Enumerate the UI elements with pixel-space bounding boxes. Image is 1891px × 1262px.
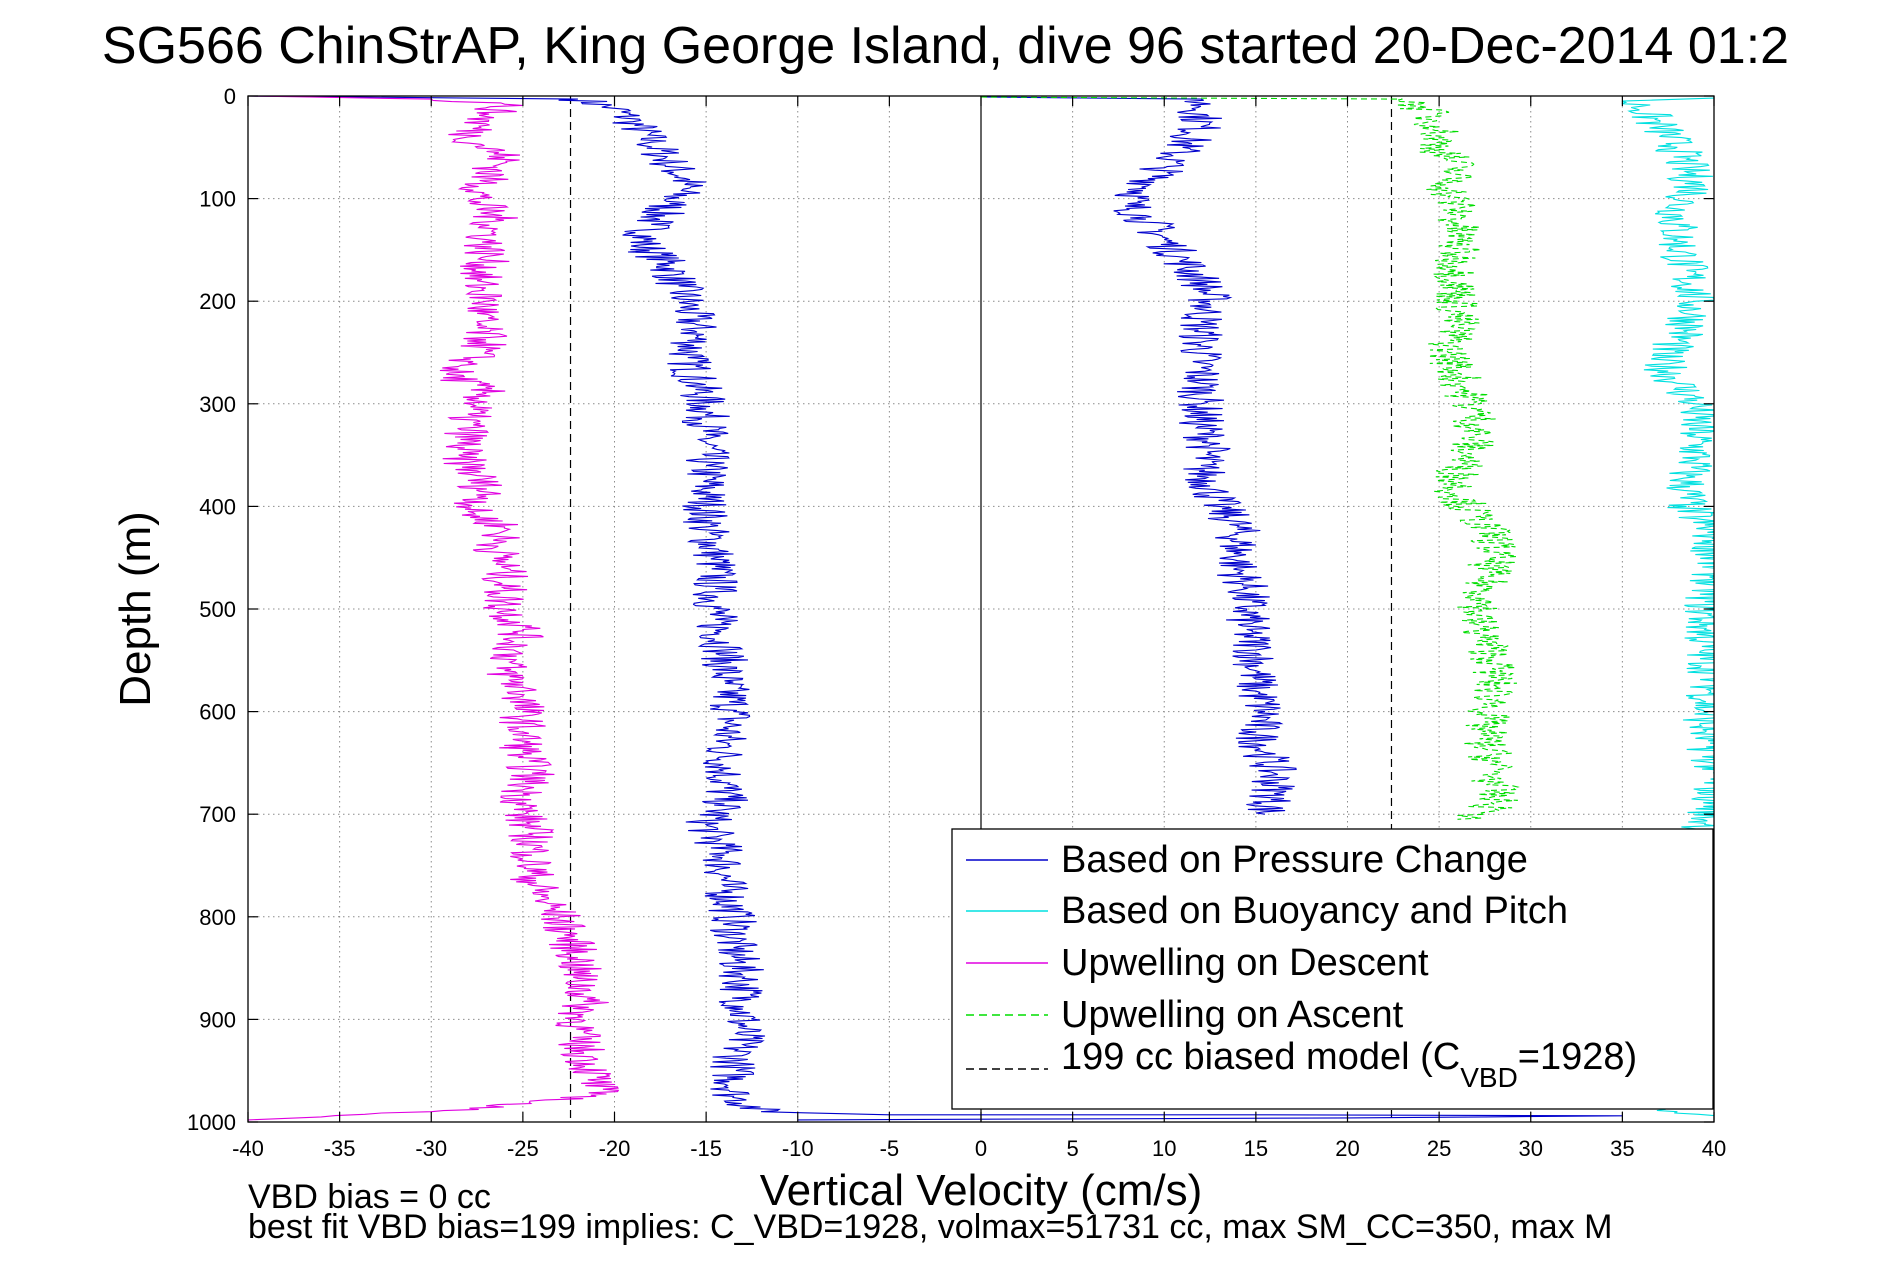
x-tick-label: -40 xyxy=(232,1136,264,1161)
legend-label-descent: Upwelling on Descent xyxy=(1061,942,1429,984)
y-tick-label: 600 xyxy=(199,700,236,725)
y-tick-label: 700 xyxy=(199,802,236,827)
y-tick-label: 100 xyxy=(199,187,236,212)
x-tick-label: 25 xyxy=(1427,1136,1451,1161)
y-tick-label: 200 xyxy=(199,289,236,314)
y-tick-label: 1000 xyxy=(187,1110,236,1135)
y-tick-label: 800 xyxy=(199,905,236,930)
tick-layer: -40 -35 -30 -25 -20 -15 -10 -5 0 5 10 15 20 25 30 35 400… xyxy=(187,84,1726,1161)
legend-label-model: 199 cc biased model (CVBD=1928) xyxy=(1061,1036,1637,1093)
x-tick-label: 40 xyxy=(1702,1136,1726,1161)
y-tick-label: 0 xyxy=(224,84,236,109)
legend-box xyxy=(951,828,1714,1110)
series-layer xyxy=(248,96,1714,1121)
x-tick-label: -20 xyxy=(599,1136,631,1161)
x-tick-label: 20 xyxy=(1335,1136,1359,1161)
y-tick-label: 500 xyxy=(199,597,236,622)
y-tick-label: 900 xyxy=(199,1007,236,1032)
annotation-best-fit: best fit VBD bias=199 implies: C_VBD=192… xyxy=(248,1208,1612,1246)
x-tick-label: 30 xyxy=(1519,1136,1543,1161)
y-tick-label: 400 xyxy=(199,494,236,519)
x-axis-label: Vertical Velocity (cm/s) xyxy=(760,1166,1203,1215)
y-axis-label: Depth (m) xyxy=(111,511,160,707)
series-line-0 xyxy=(248,96,1623,1121)
legend-label-ascent: Upwelling on Ascent xyxy=(1061,994,1404,1036)
x-tick-label: -25 xyxy=(507,1136,539,1161)
legend: Based on Pressure Change Based on Buoyan… xyxy=(951,828,1714,1110)
x-tick-label: 0 xyxy=(975,1136,987,1161)
x-tick-label: 10 xyxy=(1152,1136,1176,1161)
x-tick-label: -15 xyxy=(690,1136,722,1161)
chart-title: SG566 ChinStrAP, King George Island, div… xyxy=(102,17,1789,75)
legend-label-pressure: Based on Pressure Change xyxy=(1061,839,1528,881)
x-tick-label: -10 xyxy=(782,1136,814,1161)
x-tick-label: 15 xyxy=(1244,1136,1268,1161)
x-tick-label: -30 xyxy=(415,1136,447,1161)
annotation-vbd-bias: VBD bias = 0 cc xyxy=(248,1178,491,1216)
y-tick-label: 300 xyxy=(199,392,236,417)
x-tick-label: 5 xyxy=(1067,1136,1079,1161)
x-tick-label: 35 xyxy=(1610,1136,1634,1161)
x-tick-label: -5 xyxy=(880,1136,900,1161)
series-line-2 xyxy=(1621,97,1714,1117)
legend-label-buoyancy: Based on Buoyancy and Pitch xyxy=(1061,890,1568,932)
series-line-3 xyxy=(248,96,620,1121)
x-tick-label: -35 xyxy=(324,1136,356,1161)
series-line-4 xyxy=(980,96,1520,820)
series-line-1 xyxy=(980,96,1297,815)
